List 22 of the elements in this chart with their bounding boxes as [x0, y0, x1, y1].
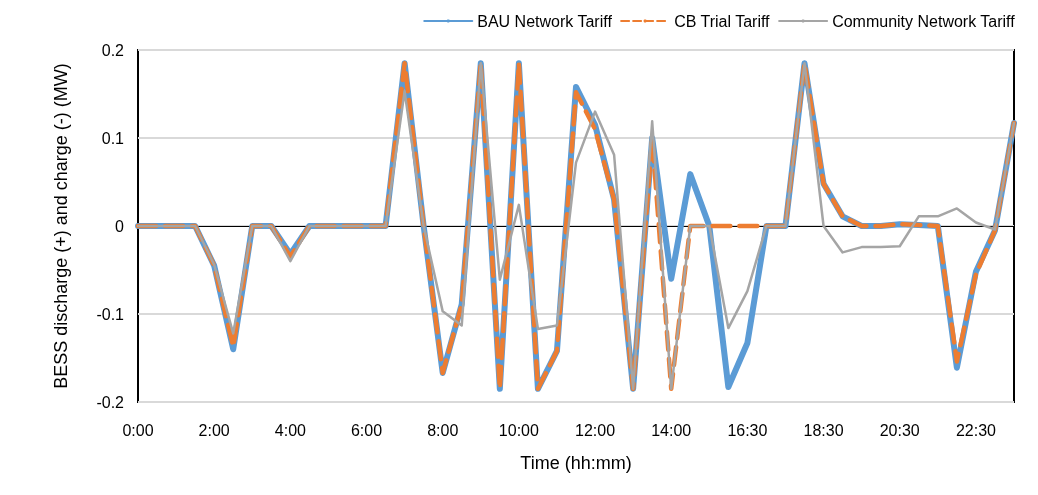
x-tick-label: 20:30 — [879, 421, 920, 439]
y-tick-label: 0.2 — [101, 41, 125, 59]
x-tick-label: 6:00 — [350, 421, 383, 439]
x-tick-label: 2:00 — [198, 421, 230, 439]
x-tick-label: 0:00 — [122, 421, 154, 439]
y-tick-label: -0.2 — [96, 393, 125, 411]
x-tick-label: 22:30 — [955, 421, 997, 439]
x-axis-title: Time (hh:mm) — [520, 453, 632, 473]
y-axis-title: BESS discharge (+) and charge (-) (MW) — [51, 63, 71, 389]
x-tick-label: 12:00 — [575, 421, 616, 439]
legend-label: CB Trial Tariff — [674, 12, 771, 30]
x-tick-label: 8:00 — [427, 421, 459, 439]
x-tick-label: 14:00 — [651, 421, 692, 439]
y-tick-label: 0 — [115, 217, 125, 235]
legend-label: Community Network Tariff — [832, 12, 1016, 30]
legend-label: BAU Network Tariff — [477, 12, 613, 30]
x-tick-label: 18:30 — [803, 421, 844, 439]
x-tick-label: 16:30 — [727, 421, 768, 439]
y-tick-label: -0.1 — [96, 305, 125, 323]
x-tick-label: 4:00 — [274, 421, 307, 439]
y-tick-label: 0.1 — [101, 129, 125, 147]
x-tick-label: 10:00 — [498, 421, 539, 439]
